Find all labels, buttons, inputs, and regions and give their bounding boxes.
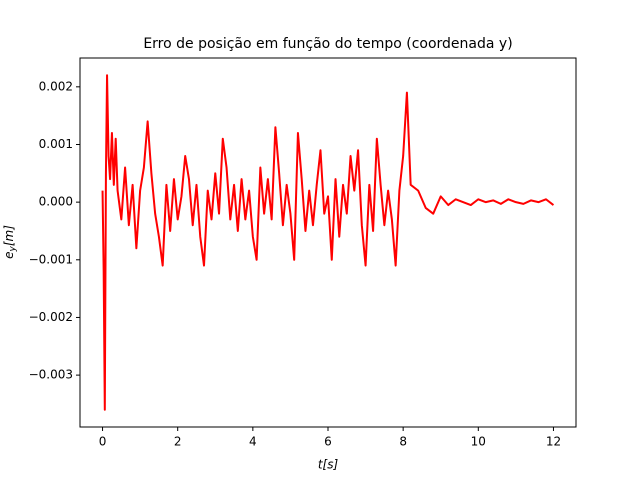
chart-title: Erro de posição em função do tempo (coor… [143, 36, 512, 52]
x-axis-label: t[s] [318, 458, 339, 472]
x-tick-label: 6 [324, 435, 332, 449]
y-tick-label: −0.001 [29, 252, 73, 266]
y-tick-label: 0.001 [39, 137, 73, 151]
plot-frame [79, 57, 577, 428]
x-tick-label: 10 [471, 435, 486, 449]
y-tick-label: −0.003 [29, 368, 73, 382]
data-line [101, 74, 555, 411]
y-label-rest: [m] [2, 225, 16, 246]
y-tick-label: 0.002 [39, 79, 73, 93]
x-tick-label: 4 [249, 435, 257, 449]
y-tick-label: 0.000 [39, 195, 73, 209]
x-tick-label: 8 [399, 435, 407, 449]
y-label-sub: y [8, 246, 18, 253]
y-tick-label: −0.002 [29, 310, 73, 324]
x-tick-label: 2 [174, 435, 182, 449]
x-tick-label: 12 [546, 435, 561, 449]
x-tick-label: 0 [99, 435, 107, 449]
y-label-main: e [2, 252, 16, 259]
y-axis-label: ey[m] [2, 225, 18, 259]
